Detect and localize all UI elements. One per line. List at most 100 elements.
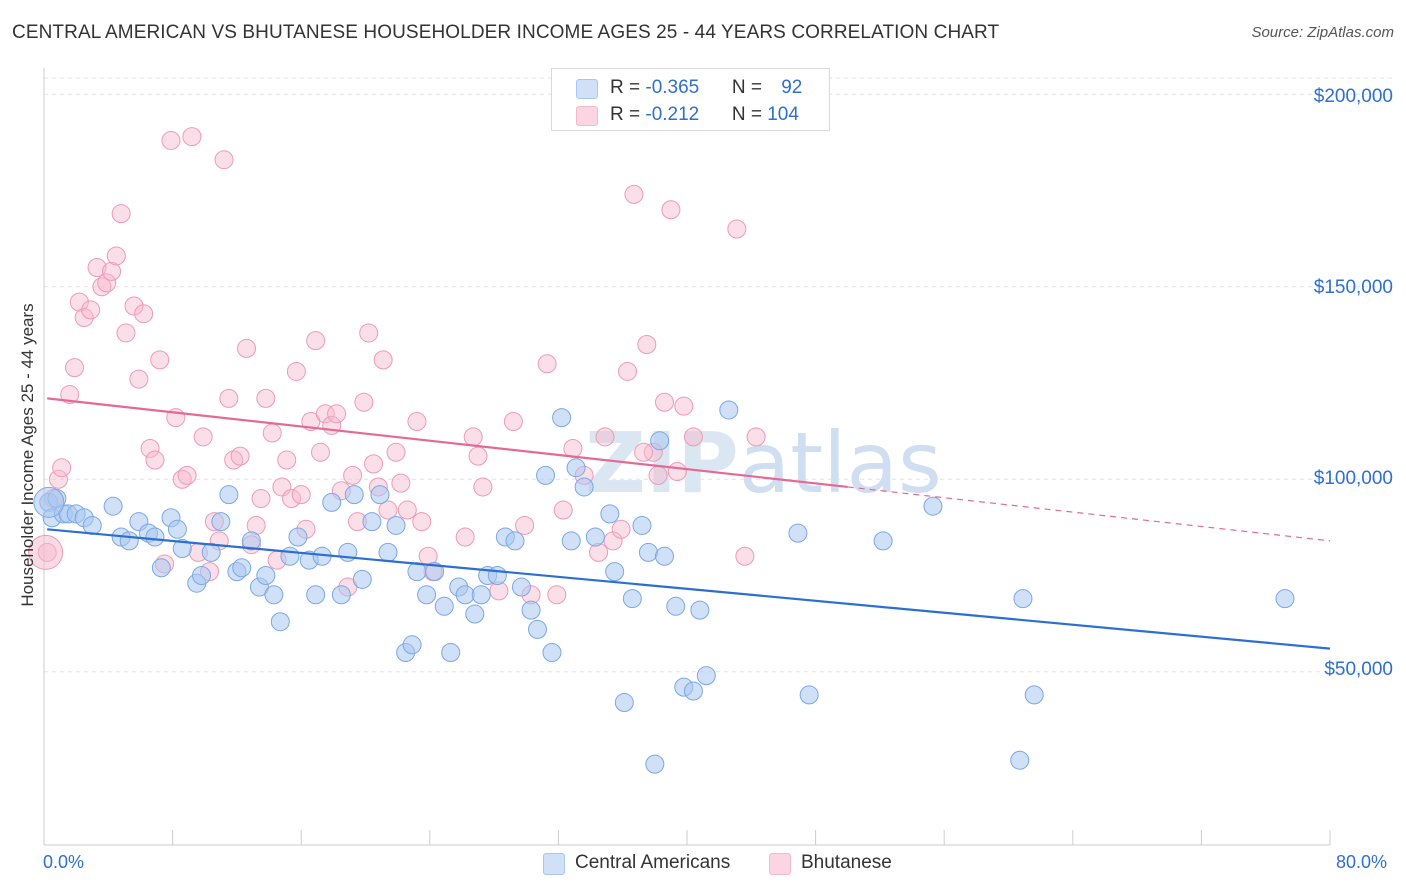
central-american-point [219,485,239,505]
central-american-point [103,496,123,516]
central-american-point [574,477,594,497]
bhutanese-point [735,546,755,566]
central-american-point [1275,589,1295,609]
central-american-point [552,408,572,428]
bhutanese-point [177,465,197,485]
bhutanese-point [87,258,107,277]
bhutanese-point [343,465,363,485]
central-american-point [645,754,665,774]
bhutanese-point [468,446,488,466]
central-american-point [799,685,819,705]
legend-swatch-blue [576,79,598,99]
bhutanese-point [251,489,271,508]
legend-text: R = -0.212 N = 104 [610,104,799,125]
central-american-point [201,542,221,562]
bhutanese-point [69,292,89,312]
bhutanese-point [145,450,165,470]
bhutanese-point [111,204,131,224]
central-american-point [270,612,290,632]
central-american-point [923,496,943,516]
central-american-point [622,589,642,609]
bhutanese-point [611,519,631,539]
bhutanese-point [48,469,68,489]
bhutanese-point [286,361,306,381]
central-american-point [650,431,670,451]
central-american-point [614,693,634,713]
bhutanese-point [327,404,347,424]
central-american-point [322,492,342,512]
bhutanese-point [150,350,170,370]
bhutanese-point [262,423,282,443]
legend-label: Bhutanese [801,852,892,873]
bhutanese-point [315,404,335,424]
central-american-point [600,504,620,524]
legend-r-value: -0.212 [645,104,700,125]
central-american-point [528,619,548,639]
bhutanese-point [97,273,117,293]
central-american-point [690,600,710,620]
central-american-point [1010,750,1030,770]
bhutanese-point [386,442,406,462]
bhutanese-point [214,150,234,170]
legend-n-value: 104 [767,104,799,125]
bhutanese-point [237,338,257,358]
central-american-point [666,596,686,616]
bhutanese-point [106,246,126,266]
bhutanese-trendline-extension [847,486,1331,542]
bhutanese-point [397,500,417,520]
central-american-point [82,515,102,535]
legend-n-value: 92 [781,77,803,98]
bhutanese-point [256,388,276,408]
central-american-point [192,566,212,585]
central-american-point [280,546,300,566]
bhutanese-point [412,512,432,532]
bhutanese-point [81,300,101,320]
bhutanese-point [473,477,493,497]
legend-text: R = -0.365 N = 92 [610,77,803,98]
central-american-point [386,515,406,535]
central-american-point [566,458,586,478]
bhutanese-point [230,446,250,466]
bhutanese-point [378,500,398,520]
bhutanese-point [503,412,523,431]
bhutanese-point [277,450,297,470]
bhutanese-point [624,184,644,204]
bhutanese-point [553,500,573,520]
bhutanese-point [455,527,475,547]
source-credit: Source: ZipAtlas.com [1251,24,1394,41]
x-tick-label-min: 0.0% [43,852,85,872]
bhutanese-point [727,219,747,239]
central-american-point [378,542,398,562]
legend-swatch-pink [576,106,598,126]
bhutanese-point [52,458,72,478]
central-american-point [719,400,739,420]
bhutanese-point [674,396,694,416]
central-american-point [167,519,187,539]
bhutanese-point [140,438,160,458]
y-tick-label: $100,000 [1313,468,1393,489]
central-american-point [145,527,165,547]
legend-swatch-pink [769,853,791,875]
central-american-point [1013,589,1033,609]
bhutanese-point [637,335,657,354]
bhutanese-point [364,454,384,474]
bhutanese-point [116,323,136,343]
central-american-point [638,542,658,562]
central-american-point [331,585,351,605]
bhutanese-point [74,308,94,328]
central-american-point [521,600,541,620]
central-american-point [487,566,507,585]
bhutanese-point [161,130,181,150]
bhutanese-point [661,200,681,220]
central-american-point [434,596,454,616]
bhutanese-point [595,427,615,447]
central-american-point [471,585,491,605]
central-american-point [352,569,372,589]
central-american-point [455,585,475,605]
bhutanese-point [618,361,638,381]
bhutanese-point [124,296,144,316]
y-tick-label: $50,000 [1324,659,1393,680]
bhutanese-point [515,515,535,535]
bhutanese-point [463,427,483,447]
central-american-point [417,585,437,605]
